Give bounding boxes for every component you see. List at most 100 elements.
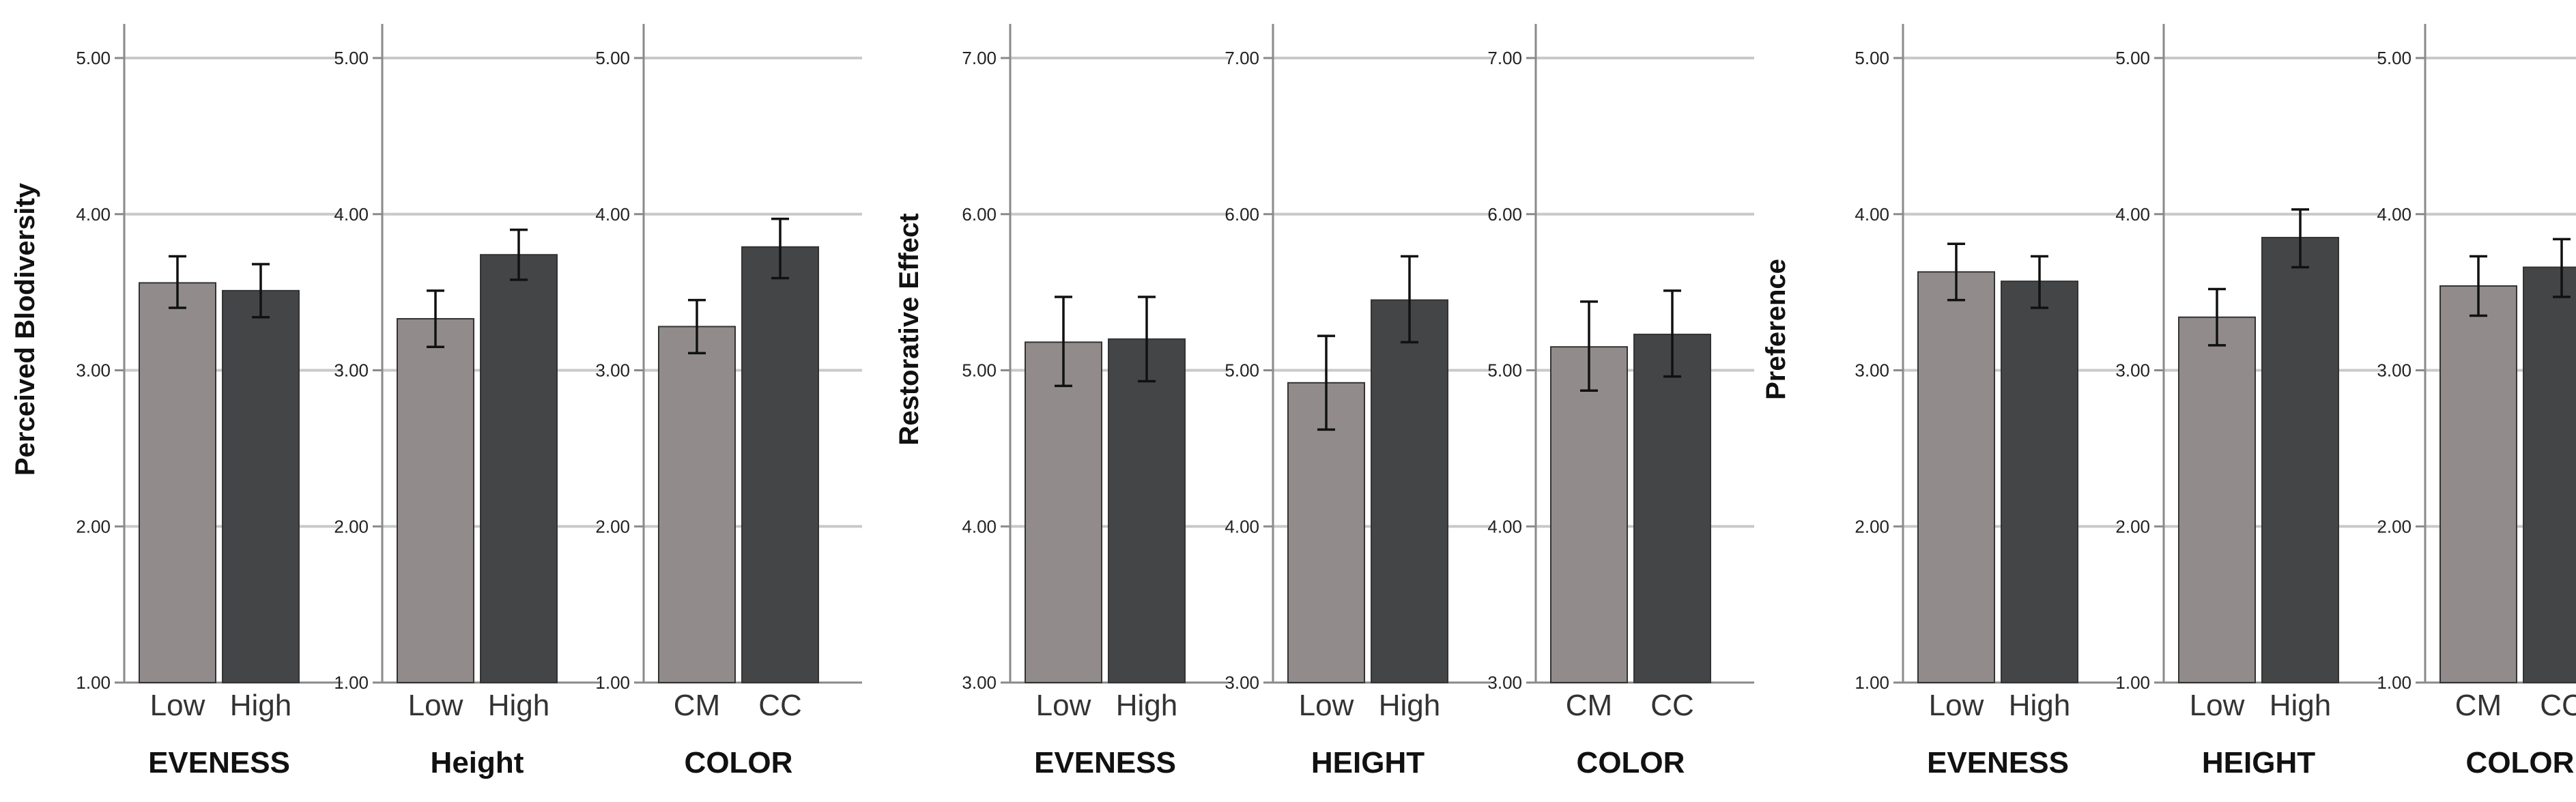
y-axis-label: Restorative Effect — [894, 213, 924, 445]
panel-title: HEIGHT — [2202, 746, 2315, 779]
bar-cc — [2523, 266, 2576, 683]
x-category-label: Low — [1036, 689, 1091, 722]
bar-cm — [1550, 346, 1628, 683]
bar-low — [1025, 341, 1102, 683]
y-tick-label: 2.00 — [334, 516, 369, 536]
bar-low — [139, 282, 216, 683]
x-category-label: CC — [2540, 689, 2576, 722]
x-category-label: CC — [1650, 689, 1694, 722]
bar-low — [1917, 271, 1995, 683]
y-tick-label: 6.00 — [1487, 204, 1522, 225]
bar-cc — [741, 246, 819, 684]
x-category-label: High — [1116, 689, 1178, 722]
y-axis-label: Preference — [1761, 259, 1791, 400]
y-tick-label: 2.00 — [1855, 516, 1889, 536]
y-tick-label: 5.00 — [76, 48, 111, 68]
y-tick-label: 3.00 — [1855, 360, 1889, 381]
y-tick-label: 7.00 — [1487, 48, 1522, 68]
bar-high — [2261, 237, 2339, 683]
bar-high — [1371, 299, 1448, 683]
y-tick-label: 5.00 — [2377, 48, 2412, 68]
y-tick-label: 4.00 — [1487, 516, 1522, 536]
y-tick-label: 5.00 — [1855, 48, 1889, 68]
figure-2: Restorative Effect 3.00 4.00 5.00 6.00 7.00 Lo… — [894, 24, 1754, 779]
y-tick-label: 2.00 — [76, 516, 111, 536]
bar-high — [2001, 281, 2078, 683]
panel-eveness: 1.00 2.00 3.00 4.00 5.00 Low High EVENESS — [1855, 24, 2121, 779]
y-axis-label: Perceived Blodiversity — [10, 182, 40, 476]
y-tick-label: 1.00 — [595, 672, 630, 693]
y-tick-label: 1.00 — [334, 672, 369, 693]
x-category-label: High — [1379, 689, 1441, 722]
figure-1: Perceived Blodiversity 1.00 2.00 3.00 4.00 5.… — [10, 24, 862, 779]
panel-title: HEIGHT — [1311, 746, 1425, 779]
y-tick-label: 4.00 — [962, 516, 997, 536]
y-tick-label: 3.00 — [334, 360, 369, 381]
panel-title: EVENESS — [1927, 746, 2069, 779]
y-tick-label: 4.00 — [1855, 204, 1889, 225]
panel-title: COLOR — [685, 746, 793, 779]
x-category-label: CC — [758, 689, 802, 722]
y-tick-label: 5.00 — [595, 48, 630, 68]
y-tick-label: 5.00 — [2115, 48, 2150, 68]
x-category-label: CM — [674, 689, 720, 722]
x-category-label: Low — [408, 689, 463, 722]
panel-title: COLOR — [2466, 746, 2575, 779]
panel-title: EVENESS — [148, 746, 290, 779]
y-tick-label: 7.00 — [1225, 48, 1259, 68]
bar-cc — [1633, 333, 1711, 683]
y-tick-label: 3.00 — [2115, 360, 2150, 381]
y-tick-label: 4.00 — [76, 204, 111, 225]
y-tick-label: 5.00 — [334, 48, 369, 68]
bar-low — [1287, 382, 1365, 683]
x-category-label: High — [488, 689, 550, 722]
y-tick-label: 4.00 — [595, 204, 630, 225]
bar-cm — [658, 326, 736, 683]
y-tick-label: 2.00 — [2115, 516, 2150, 536]
y-tick-label: 4.00 — [334, 204, 369, 225]
panel-title: COLOR — [1577, 746, 1685, 779]
bar-high — [480, 254, 558, 684]
panel-title: Height — [431, 746, 524, 779]
panel-color: 1.00 2.00 3.00 4.00 5.00 CM CC COLOR — [595, 24, 862, 779]
y-tick-label: 6.00 — [1225, 204, 1259, 225]
panel-height: 1.00 2.00 3.00 4.00 5.00 Low High HEIGHT — [2115, 24, 2382, 779]
y-tick-label: 3.00 — [1487, 672, 1522, 693]
x-category-label: Low — [1299, 689, 1354, 722]
y-tick-label: 4.00 — [2377, 204, 2412, 225]
x-category-label: CM — [1566, 689, 1612, 722]
y-tick-label: 2.00 — [2377, 516, 2412, 536]
x-category-label: High — [2270, 689, 2332, 722]
y-tick-label: 3.00 — [2377, 360, 2412, 381]
y-tick-label: 7.00 — [962, 48, 997, 68]
y-tick-label: 5.00 — [962, 360, 997, 381]
panel-height: 1.00 2.00 3.00 4.00 5.00 Low High Height — [334, 24, 601, 779]
y-tick-label: 3.00 — [1225, 672, 1259, 693]
y-tick-label: 5.00 — [1225, 360, 1259, 381]
x-category-label: Low — [150, 689, 205, 722]
bar-cm — [2439, 285, 2517, 684]
panel-height: 3.00 4.00 5.00 6.00 7.00 Low High HEIGHT — [1225, 24, 1491, 779]
panel-eveness: 3.00 4.00 5.00 6.00 7.00 Low High EVENESS — [962, 24, 1229, 779]
y-tick-label: 3.00 — [76, 360, 111, 381]
y-tick-label: 5.00 — [1487, 360, 1522, 381]
y-tick-label: 1.00 — [2377, 672, 2412, 693]
bar-low — [397, 318, 474, 683]
panel-eveness: 1.00 2.00 3.00 4.00 5.00 Low High EVENESS — [76, 24, 343, 779]
panel-title: EVENESS — [1034, 746, 1176, 779]
x-category-label: Low — [1929, 689, 1984, 722]
y-tick-label: 3.00 — [962, 672, 997, 693]
x-category-label: High — [230, 689, 292, 722]
bar-high — [1108, 338, 1186, 683]
y-tick-label: 1.00 — [2115, 672, 2150, 693]
bar-high — [222, 289, 300, 683]
y-tick-label: 3.00 — [595, 360, 630, 381]
y-tick-label: 4.00 — [1225, 516, 1259, 536]
y-tick-label: 1.00 — [1855, 672, 1889, 693]
panel-color: 3.00 4.00 5.00 6.00 7.00 CM CC COLOR — [1487, 24, 1754, 779]
y-tick-label: 2.00 — [595, 516, 630, 536]
x-category-label: High — [2009, 689, 2071, 722]
figure-3: Preference 1.00 2.00 3.00 4.00 5.00 Low High EVE… — [1761, 24, 2576, 779]
y-tick-label: 4.00 — [2115, 204, 2150, 225]
